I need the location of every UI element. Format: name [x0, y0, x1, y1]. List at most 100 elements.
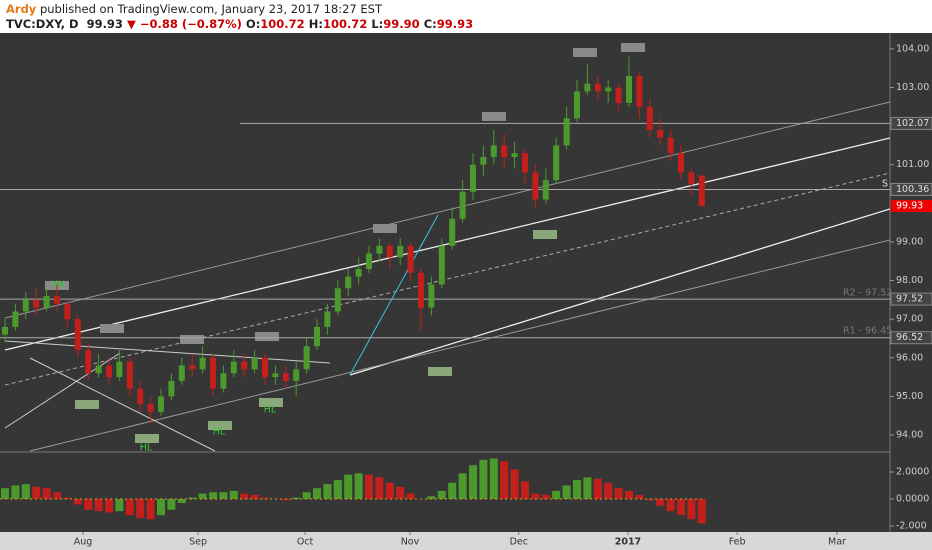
osc-bar	[365, 474, 373, 499]
osc-bar	[229, 490, 238, 499]
osc-bar	[281, 498, 290, 501]
osc-bar	[63, 497, 72, 499]
tag	[259, 398, 283, 407]
osc-bar	[583, 477, 592, 499]
osc-bar	[604, 482, 613, 499]
x-tick-label: 2017	[615, 537, 641, 548]
x-tick-label: Aug	[74, 537, 93, 548]
osc-bar	[396, 486, 405, 499]
candle-body	[241, 361, 248, 370]
trend-line	[4, 352, 121, 429]
osc-bar	[115, 498, 124, 512]
candle-body	[137, 388, 144, 405]
candle-body	[54, 296, 60, 304]
osc-bar	[677, 498, 685, 516]
candle-body	[147, 404, 154, 412]
osc-bar	[313, 488, 321, 499]
channel-line	[4, 101, 891, 319]
osc-bar	[105, 498, 113, 513]
annotation: HH	[51, 280, 65, 291]
channel-line	[29, 239, 891, 452]
osc-bar	[437, 490, 446, 499]
y-tick-label: 101.00	[896, 159, 929, 170]
candle-body	[636, 75, 643, 107]
osc-bar	[42, 488, 51, 499]
osc-bar	[323, 484, 332, 499]
osc-bar	[448, 482, 457, 499]
osc-bar	[188, 497, 197, 499]
osc-bar	[261, 497, 269, 499]
candle-body	[293, 369, 300, 381]
annotation: S	[882, 179, 888, 190]
candle-body	[189, 365, 196, 370]
candle-body	[626, 75, 632, 103]
candle-body	[480, 157, 487, 165]
osc-bar	[635, 494, 644, 499]
price-tag	[890, 292, 932, 306]
tag	[208, 421, 232, 430]
candle-body	[324, 311, 331, 327]
osc-bar	[354, 473, 363, 499]
osc-bar	[125, 498, 134, 516]
osc-bar	[250, 494, 259, 499]
drawings	[4, 43, 891, 452]
high: 100.72	[322, 17, 368, 31]
osc-bar	[73, 498, 82, 505]
candle-body	[230, 361, 237, 374]
annotation: HL	[264, 405, 277, 416]
tag	[373, 224, 397, 233]
annotation: R2 - 97.52	[843, 288, 892, 299]
candle-body	[95, 365, 102, 374]
author[interactable]: Ardy	[6, 2, 37, 16]
y-tick-label: 94.00	[896, 430, 923, 441]
osc-bar	[53, 492, 61, 499]
candle-body	[386, 245, 393, 258]
candle-body	[397, 245, 404, 258]
y-tick-label: 2.0000	[896, 466, 929, 477]
candle-body	[366, 253, 372, 269]
candle-body	[511, 153, 518, 158]
osc-bar	[614, 488, 623, 499]
candle-body	[376, 245, 383, 254]
candle-body	[251, 357, 258, 370]
c-label: C:	[423, 17, 437, 31]
osc-bar	[531, 493, 540, 499]
osc-bar	[427, 496, 436, 499]
last: 99.93	[86, 17, 123, 31]
y-tick-label: 104.00	[896, 43, 929, 54]
quote-line: TVC:DXY, D 99.93 ▼ −0.88 (−0.87%) O:100.…	[6, 17, 473, 31]
last-price-label: 99.93	[896, 201, 923, 212]
osc-bar	[406, 493, 415, 499]
candle-body	[667, 137, 674, 154]
publish-line: Ardy published on TradingView.com, Janua…	[6, 2, 382, 16]
price-tag	[890, 116, 932, 130]
x-tick-label: Feb	[729, 537, 746, 548]
candle-body	[43, 296, 50, 308]
price-tag	[890, 331, 932, 345]
x-tick-label: Sep	[189, 537, 207, 548]
y-tick-label: -2.000	[896, 520, 927, 531]
candle-body	[210, 357, 216, 389]
candle-body	[314, 326, 320, 347]
candle-body	[584, 83, 591, 92]
osc-bar	[385, 482, 394, 499]
candle-body	[345, 276, 352, 289]
candle-body	[262, 357, 268, 378]
candle-body	[355, 268, 362, 277]
last-price-tag	[891, 200, 932, 213]
osc-bar	[136, 498, 145, 518]
y-tick-label: 0.0000	[896, 493, 929, 504]
candle-body	[85, 350, 92, 374]
osc-bar	[146, 498, 155, 520]
osc-bar	[541, 494, 550, 499]
x-tick-label: Dec	[510, 537, 528, 548]
osc-bar	[697, 498, 706, 524]
channel-line	[349, 208, 891, 376]
trend-line	[4, 340, 331, 364]
tag	[255, 332, 279, 341]
candle-body	[178, 365, 185, 381]
close: 99.93	[436, 17, 474, 31]
candle-body	[220, 373, 227, 389]
arrow-line	[349, 214, 439, 376]
